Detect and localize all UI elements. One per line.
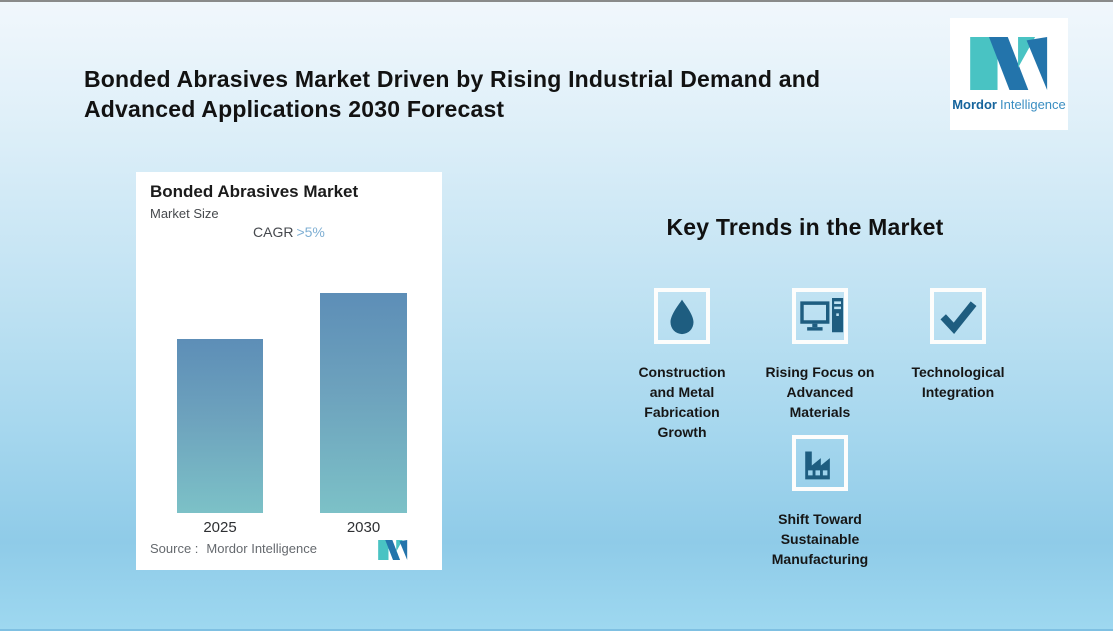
bar-2030 (320, 293, 407, 513)
trend-item-advanced-materials: Rising Focus on Advanced Materials (750, 288, 890, 422)
chart-source: Source : Mordor Intelligence (150, 541, 317, 556)
trend-label: Construction and Metal Fabrication Growt… (638, 364, 726, 440)
trends-heading: Key Trends in the Market (666, 214, 944, 240)
market-chart-card: Bonded Abrasives Market Market Size CAGR… (136, 172, 442, 570)
source-label: Source : (150, 541, 199, 556)
computer-icon-box (792, 288, 848, 344)
trend-label: Rising Focus on Advanced Materials (765, 364, 875, 420)
bar-label-2025: 2025 (203, 519, 237, 536)
brand-logo-text: Mordor Intelligence (952, 97, 1066, 112)
brand-logo: Mordor Intelligence (950, 18, 1068, 130)
factory-icon (805, 451, 830, 480)
trend-item-technological-integration: Technological Integration (888, 288, 1028, 402)
trend-label: Technological Integration (911, 364, 1005, 400)
page-title: Bonded Abrasives Market Driven by Rising… (84, 64, 914, 124)
droplet-icon (670, 299, 694, 335)
source-value: Mordor Intelligence (206, 541, 317, 556)
trend-label: Shift Toward Sustainable Manufacturing (771, 511, 869, 567)
checkmark-icon (940, 301, 977, 334)
computer-icon (800, 298, 844, 333)
page-title-line2: Advanced Applications 2030 Forecast (84, 96, 505, 122)
chart-subtitle: Market Size (150, 206, 219, 221)
top-edge-divider (0, 0, 1113, 2)
checkmark-icon-box (930, 288, 986, 344)
bottom-edge-divider (0, 629, 1113, 631)
page-title-line1: Bonded Abrasives Market Driven by Rising… (84, 66, 821, 92)
droplet-icon-box (654, 288, 710, 344)
cagr-value: >5% (296, 224, 325, 240)
cagr-annotation: CAGR >5% (253, 224, 325, 240)
mordor-logo-icon (969, 36, 1047, 90)
bar-label-2030: 2030 (346, 519, 381, 536)
chart-title: Bonded Abrasives Market (150, 182, 359, 201)
brand-name-bold: Mordor (952, 96, 997, 112)
trend-item-construction: Construction and Metal Fabrication Growt… (612, 288, 752, 442)
factory-icon-box (792, 435, 848, 491)
cagr-label: CAGR (253, 224, 294, 240)
brand-name-light: Intelligence (1000, 96, 1066, 112)
trend-item-sustainable-manufacturing: Shift Toward Sustainable Manufacturing (750, 435, 890, 569)
bar-2025 (177, 339, 263, 513)
mordor-logo-mini-icon (378, 540, 408, 560)
